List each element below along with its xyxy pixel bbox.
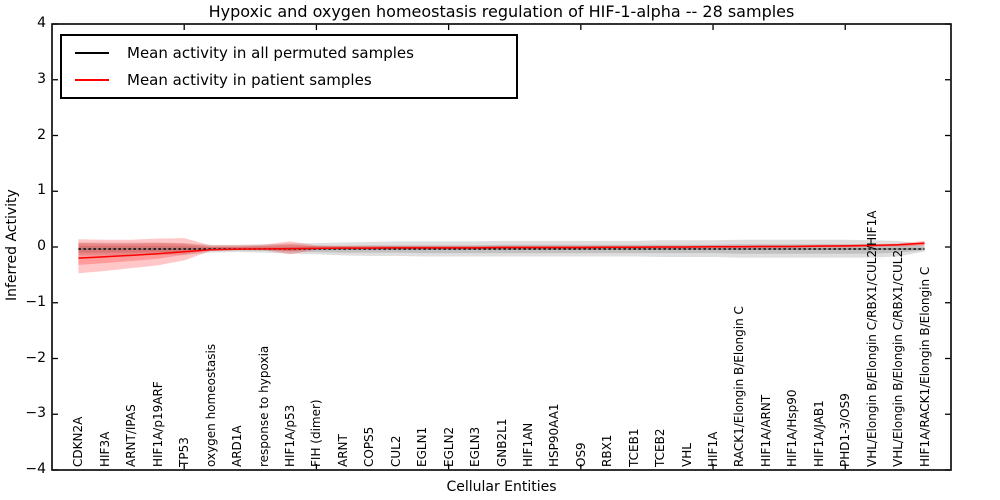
x-tick-label: HIF1A/Hsp90 (785, 389, 800, 467)
x-tick-label: RACK1/Elongin B/Elongin C (732, 306, 747, 467)
x-tick-label: EGLN3 (468, 426, 483, 467)
x-tick-label: CUL2 (388, 435, 403, 467)
x-tick-label: oxygen homeostasis (203, 343, 218, 467)
y-tick-label: 4 (37, 15, 46, 31)
x-tick-label: TCEB1 (626, 428, 641, 467)
legend-label-permuted: Mean activity in all permuted samples (127, 44, 414, 63)
y-tick-label: 0 (37, 238, 46, 254)
y-tick-label: −3 (25, 405, 46, 422)
x-tick-label: ARD1A (230, 425, 245, 467)
x-tick-label: OS9 (573, 442, 588, 467)
x-axis-label: Cellular Entities (446, 479, 557, 495)
x-tick-label: GNB2L1 (494, 418, 509, 467)
x-tick-label: VHL (679, 443, 694, 467)
patient-inner-band (78, 241, 925, 265)
legend-box: Mean activity in all permuted samples Me… (60, 34, 518, 99)
legend-entry-patient: Mean activity in patient samples (75, 71, 516, 89)
x-tick-label: ARNT/IPAS (124, 404, 139, 467)
x-tick-label: HIF1A (706, 431, 721, 467)
x-tick-label: HIF1A/ARNT (758, 394, 773, 467)
x-tick-label: PHD1-3/OS9 (838, 393, 853, 467)
legend-entry-permuted: Mean activity in all permuted samples (75, 44, 516, 62)
x-tick-label: ARNT (335, 434, 350, 467)
x-tick-label: HSP90AA1 (547, 403, 562, 467)
x-tick-label: HIF1A/JAB1 (811, 400, 826, 467)
x-tick-label: TCEB2 (653, 428, 668, 467)
x-tick-label: HIF3A (97, 431, 112, 467)
x-tick-label: EGLN2 (441, 426, 456, 467)
x-tick-label: FIH (dimer) (309, 399, 324, 467)
x-tick-label: HIF1A/RACK1/Elongin B/Elongin C (917, 266, 932, 467)
y-tick-label: 1 (37, 182, 46, 199)
x-tick-label: response to hypoxia (256, 345, 271, 467)
x-tick-label: CDKN2A (71, 416, 86, 467)
y-tick-label: −1 (25, 293, 46, 310)
x-tick-label: HIF1A/p53 (282, 404, 297, 467)
y-tick-label: −2 (25, 349, 46, 366)
x-tick-label: VHL/Elongin B/Elongin C/RBX1/CUL2/HIF1A (864, 210, 879, 467)
y-tick-label: 2 (37, 126, 46, 143)
x-tick-label: TP53 (177, 437, 192, 467)
plot-frame (51, 23, 952, 471)
patient-mean-line (78, 242, 925, 259)
x-tick-label: HIF1A/p19ARF (150, 381, 165, 467)
permuted-line-swatch (75, 52, 109, 55)
chart-title: Hypoxic and oxygen homeostasis regulatio… (208, 2, 795, 21)
x-tick-label: RBX1 (600, 434, 615, 467)
patient-line-swatch (75, 78, 109, 81)
y-tick-label: −4 (25, 461, 46, 477)
x-tick-label: EGLN1 (415, 426, 430, 467)
x-tick-label: HIF1AN (520, 422, 535, 467)
legend-label-patient: Mean activity in patient samples (127, 70, 372, 89)
x-tick-label: VHL/Elongin B/Elongin C/RBX1/CUL2 (891, 249, 906, 467)
y-tick-label: 3 (37, 70, 46, 87)
x-tick-label: COPS5 (362, 426, 377, 467)
